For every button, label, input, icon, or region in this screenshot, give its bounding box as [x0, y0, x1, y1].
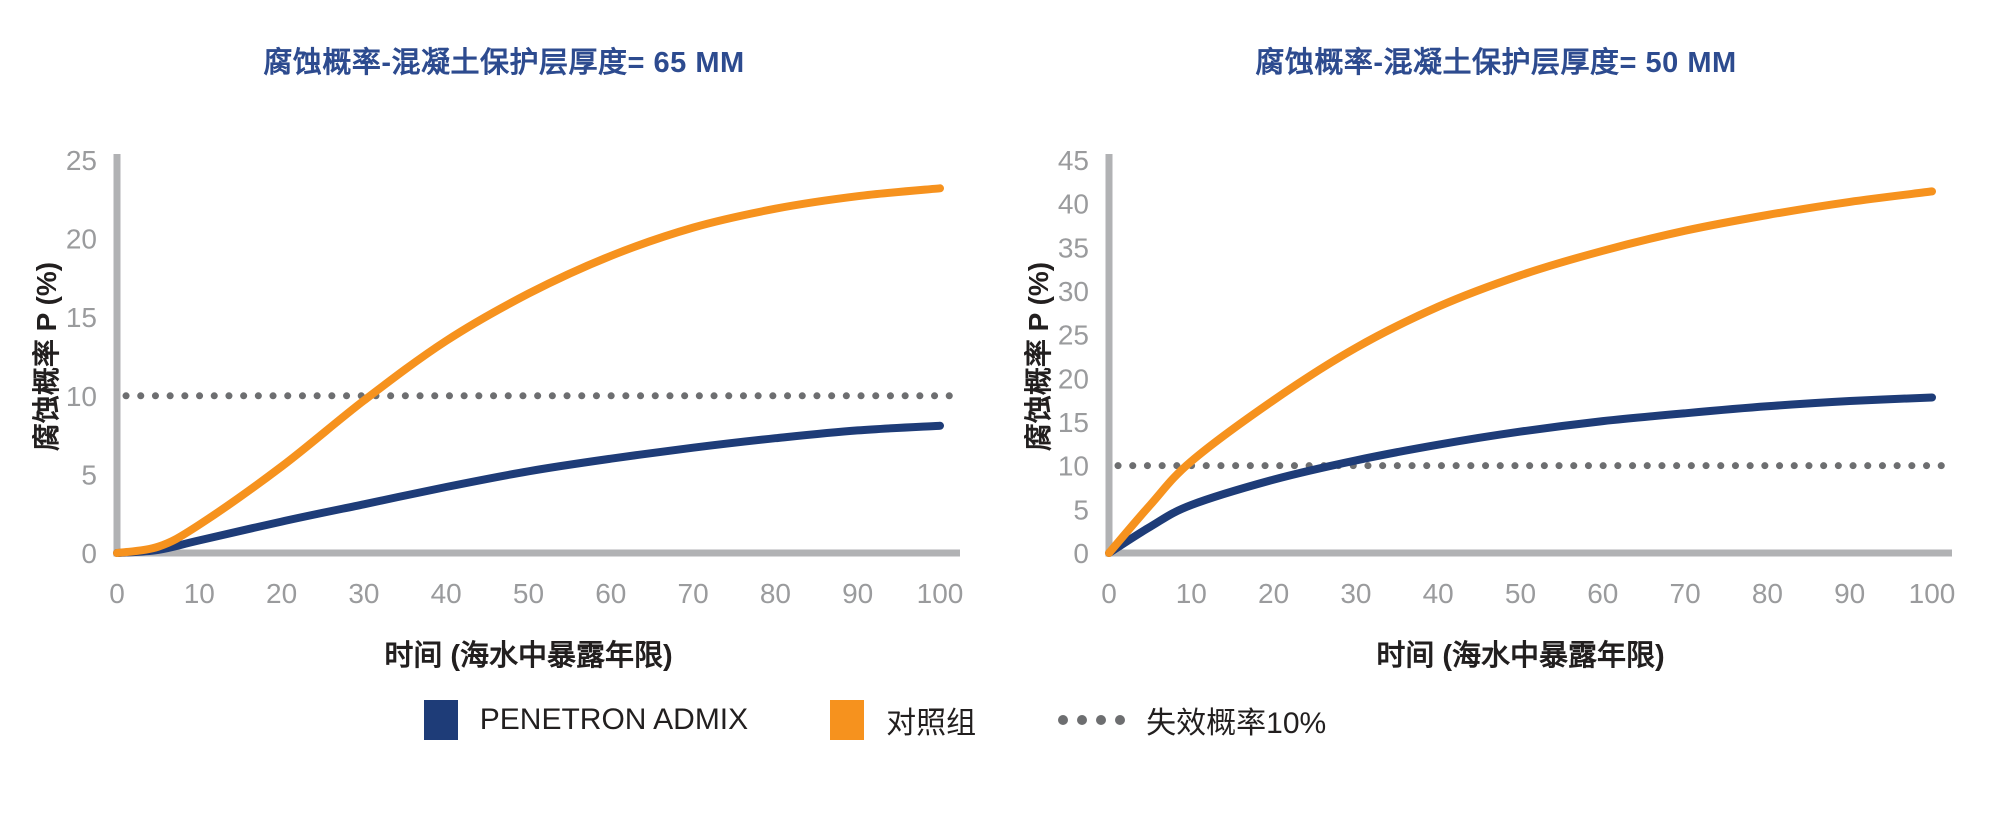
y-tick-label: 15: [1058, 407, 1089, 438]
dotted-line-icon: [1058, 715, 1134, 725]
y-tick-label: 40: [1058, 189, 1089, 220]
x-tick-label: 10: [184, 578, 215, 609]
x-tick-label: 60: [595, 578, 626, 609]
plot-50mm: 0 5 10 15 20 25 30 35 40 45 0 10 20 30 40 50 60 70 80 90 100…: [1024, 145, 1955, 672]
y-axis-label: 腐蚀概率 P (%): [32, 262, 62, 451]
y-tick-label: 10: [66, 381, 97, 412]
y-axis-label: 腐蚀概率 P (%): [1024, 262, 1054, 451]
x-tick-label: 60: [1587, 578, 1618, 609]
legend: PENETRON ADMIX 对照组 失效概率10%: [0, 698, 1875, 742]
x-tick-label: 0: [109, 578, 125, 609]
control-group-swatch-icon: [830, 700, 865, 740]
y-tick-labels: 0 5 10 15 20 25: [66, 145, 97, 569]
x-tick-label: 100: [1909, 578, 1956, 609]
x-tick-label: 40: [1423, 578, 1454, 609]
legend-label-control-group: 对照组: [886, 707, 977, 740]
chart-cover-65mm: 腐蚀概率-混凝土保护层厚度= 65 MM 0 5 10 15 20 25 0 10 20 30 40…: [18, 0, 990, 672]
legend-item-control-group: 对照组: [830, 698, 976, 742]
x-tick-label: 100: [917, 578, 964, 609]
plot-65mm: 0 5 10 15 20 25 0 10 20 30 40 50 60 70 80 90 100 腐蚀概率 P (…: [32, 145, 963, 672]
y-tick-label: 0: [81, 538, 97, 569]
y-tick-label: 5: [1073, 494, 1089, 525]
x-tick-label: 20: [266, 578, 297, 609]
x-axis-label: 时间 (海水中暴露年限): [384, 638, 672, 672]
x-tick-label: 40: [431, 578, 462, 609]
x-tick-labels: 0 10 20 30 40 50 60 70 80 90 100: [1101, 578, 1955, 609]
x-tick-label: 70: [1670, 578, 1701, 609]
x-tick-label: 90: [1834, 578, 1865, 609]
x-tick-label: 50: [513, 578, 544, 609]
y-tick-label: 10: [1058, 451, 1089, 482]
y-tick-label: 30: [1058, 276, 1089, 307]
series-curve-penetron-admix: [113, 421, 944, 557]
series-curve-penetron-admix: [1105, 393, 1936, 557]
y-tick-labels: 0 5 10 15 20 25 30 35 40 45: [1058, 145, 1089, 569]
chart-cover-50mm: 腐蚀概率-混凝土保护层厚度= 50 MM 0 5 10 15 20 25 30 35 40 45 0…: [1010, 0, 1982, 672]
x-tick-label: 30: [1340, 578, 1371, 609]
x-tick-label: 80: [1752, 578, 1783, 609]
x-tick-label: 10: [1176, 578, 1207, 609]
chart-title-50mm: 腐蚀概率-混凝土保护层厚度= 50 MM: [1255, 47, 1737, 79]
penetron-admix-swatch-icon: [423, 700, 458, 740]
y-tick-label: 45: [1058, 145, 1089, 176]
x-tick-label: 70: [678, 578, 709, 609]
y-tick-label: 25: [1058, 320, 1089, 351]
x-tick-label: 30: [348, 578, 379, 609]
x-axis-label: 时间 (海水中暴露年限): [1376, 638, 1664, 672]
chart-title-65mm: 腐蚀概率-混凝土保护层厚度= 65 MM: [263, 47, 745, 79]
x-tick-label: 0: [1101, 578, 1117, 609]
charts-row: 腐蚀概率-混凝土保护层厚度= 65 MM 0 5 10 15 20 25 0 10 20 30 40…: [18, 0, 1982, 672]
y-tick-label: 0: [1073, 538, 1089, 569]
x-tick-label: 80: [760, 578, 791, 609]
y-tick-label: 35: [1058, 232, 1089, 263]
series-curve-control-group: [113, 184, 944, 557]
legend-label-penetron-admix: PENETRON ADMIX: [479, 703, 749, 736]
x-tick-label: 90: [842, 578, 873, 609]
y-tick-label: 20: [1058, 363, 1089, 394]
x-tick-labels: 0 10 20 30 40 50 60 70 80 90 100: [109, 578, 963, 609]
legend-label-failure-threshold: 失效概率10%: [1146, 707, 1327, 740]
series-curve-control-group: [1105, 187, 1936, 557]
legend-item-failure-threshold: 失效概率10%: [1058, 698, 1326, 742]
y-tick-label: 20: [66, 224, 97, 255]
x-tick-label: 50: [1505, 578, 1536, 609]
legend-item-penetron-admix: PENETRON ADMIX: [423, 700, 749, 740]
y-tick-label: 5: [81, 459, 97, 490]
x-tick-label: 20: [1258, 578, 1289, 609]
y-tick-label: 15: [66, 302, 97, 333]
y-tick-label: 25: [66, 145, 97, 176]
